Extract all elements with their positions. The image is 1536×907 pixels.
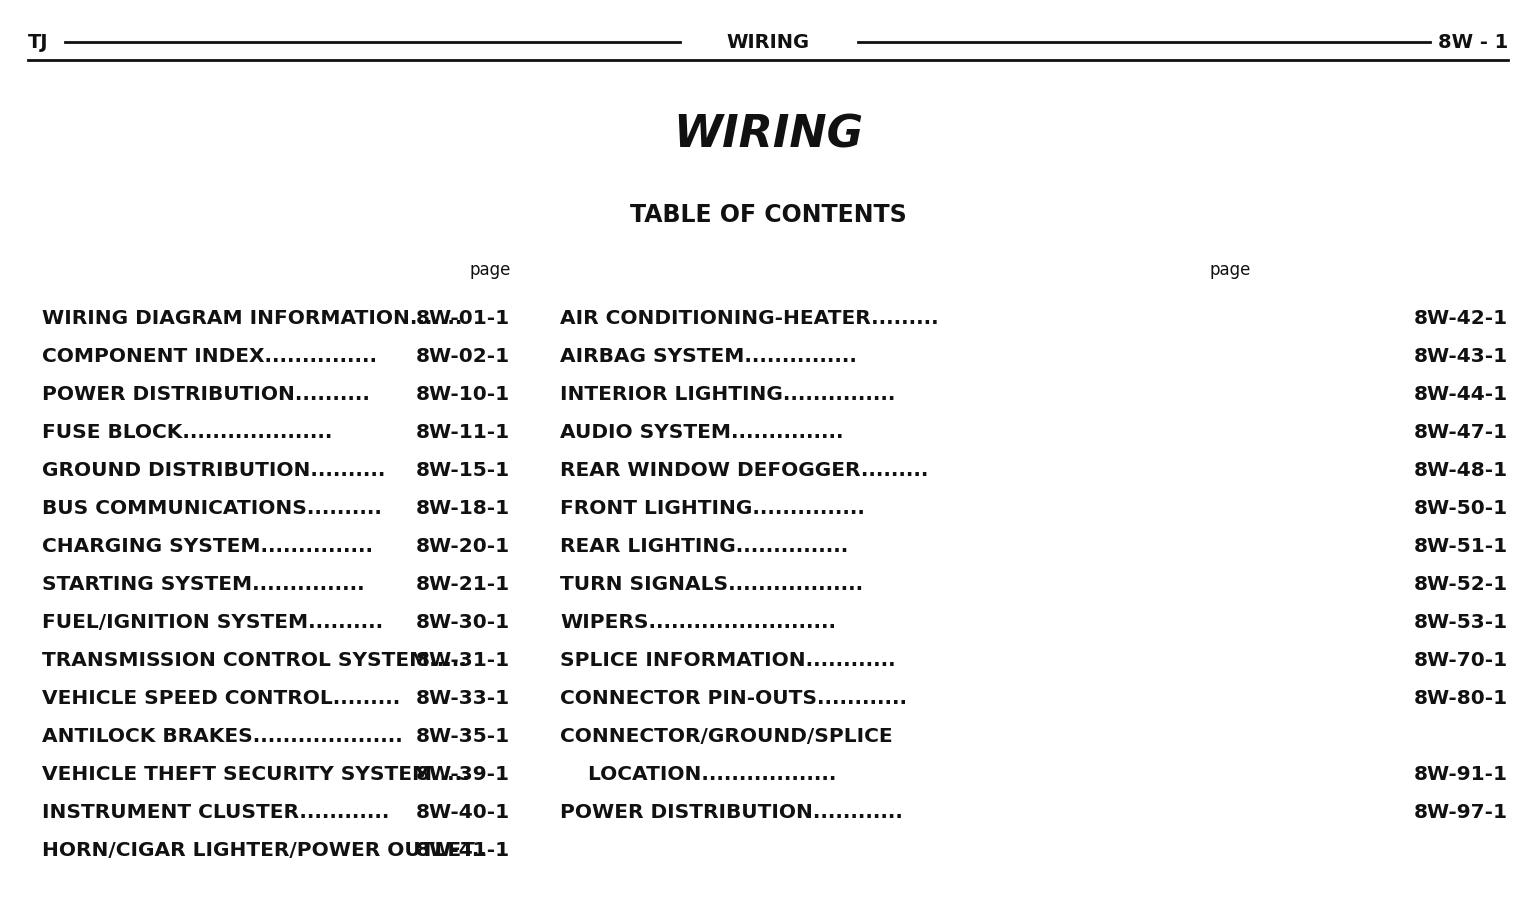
- Text: BUS COMMUNICATIONS..........: BUS COMMUNICATIONS..........: [41, 499, 382, 518]
- Text: AUDIO SYSTEM...............: AUDIO SYSTEM...............: [561, 423, 843, 442]
- Text: 8W-35-1: 8W-35-1: [416, 727, 510, 746]
- Text: 8W-11-1: 8W-11-1: [416, 423, 510, 442]
- Text: page: page: [470, 261, 510, 279]
- Text: INSTRUMENT CLUSTER............: INSTRUMENT CLUSTER............: [41, 803, 389, 822]
- Text: ANTILOCK BRAKES....................: ANTILOCK BRAKES....................: [41, 727, 402, 746]
- Text: AIRBAG SYSTEM...............: AIRBAG SYSTEM...............: [561, 346, 857, 366]
- Text: 8W-40-1: 8W-40-1: [416, 803, 510, 822]
- Text: 8W-18-1: 8W-18-1: [416, 499, 510, 518]
- Text: HORN/CIGAR LIGHTER/POWER OUTLET..: HORN/CIGAR LIGHTER/POWER OUTLET..: [41, 841, 487, 860]
- Text: TJ: TJ: [28, 33, 49, 52]
- Text: 8W-47-1: 8W-47-1: [1413, 423, 1508, 442]
- Text: REAR LIGHTING...............: REAR LIGHTING...............: [561, 537, 848, 555]
- Text: TABLE OF CONTENTS: TABLE OF CONTENTS: [630, 203, 906, 227]
- Text: 8W-48-1: 8W-48-1: [1413, 461, 1508, 480]
- Text: COMPONENT INDEX...............: COMPONENT INDEX...............: [41, 346, 376, 366]
- Text: 8W-21-1: 8W-21-1: [416, 574, 510, 593]
- Text: 8W-01-1: 8W-01-1: [416, 308, 510, 327]
- Text: CONNECTOR PIN-OUTS............: CONNECTOR PIN-OUTS............: [561, 688, 906, 707]
- Text: 8W-80-1: 8W-80-1: [1413, 688, 1508, 707]
- Text: 8W-10-1: 8W-10-1: [416, 385, 510, 404]
- Text: GROUND DISTRIBUTION..........: GROUND DISTRIBUTION..........: [41, 461, 386, 480]
- Text: 8W-91-1: 8W-91-1: [1415, 765, 1508, 784]
- Text: 8W-42-1: 8W-42-1: [1413, 308, 1508, 327]
- Text: 8W-15-1: 8W-15-1: [416, 461, 510, 480]
- Text: WIRING: WIRING: [673, 113, 863, 157]
- Text: 8W-52-1: 8W-52-1: [1413, 574, 1508, 593]
- Text: 8W-30-1: 8W-30-1: [416, 612, 510, 631]
- Text: CONNECTOR/GROUND/SPLICE: CONNECTOR/GROUND/SPLICE: [561, 727, 892, 746]
- Text: 8W-20-1: 8W-20-1: [416, 537, 510, 555]
- Text: 8W-50-1: 8W-50-1: [1413, 499, 1508, 518]
- Text: VEHICLE SPEED CONTROL.........: VEHICLE SPEED CONTROL.........: [41, 688, 401, 707]
- Text: REAR WINDOW DEFOGGER.........: REAR WINDOW DEFOGGER.........: [561, 461, 928, 480]
- Text: LOCATION..................: LOCATION..................: [561, 765, 837, 784]
- Text: CHARGING SYSTEM...............: CHARGING SYSTEM...............: [41, 537, 373, 555]
- Text: 8W-70-1: 8W-70-1: [1413, 650, 1508, 669]
- Text: WIRING: WIRING: [727, 33, 809, 52]
- Text: FRONT LIGHTING...............: FRONT LIGHTING...............: [561, 499, 865, 518]
- Text: POWER DISTRIBUTION............: POWER DISTRIBUTION............: [561, 803, 903, 822]
- Text: VEHICLE THEFT SECURITY SYSTEM.....: VEHICLE THEFT SECURITY SYSTEM.....: [41, 765, 470, 784]
- Text: 8W-97-1: 8W-97-1: [1415, 803, 1508, 822]
- Text: POWER DISTRIBUTION..........: POWER DISTRIBUTION..........: [41, 385, 370, 404]
- Text: 8W-41-1: 8W-41-1: [416, 841, 510, 860]
- Text: WIRING DIAGRAM INFORMATION.......: WIRING DIAGRAM INFORMATION.......: [41, 308, 462, 327]
- Text: 8W-53-1: 8W-53-1: [1413, 612, 1508, 631]
- Text: 8W-02-1: 8W-02-1: [416, 346, 510, 366]
- Text: FUEL/IGNITION SYSTEM..........: FUEL/IGNITION SYSTEM..........: [41, 612, 382, 631]
- Text: WIPERS.........................: WIPERS.........................: [561, 612, 836, 631]
- Text: TURN SIGNALS..................: TURN SIGNALS..................: [561, 574, 863, 593]
- Text: 8W - 1: 8W - 1: [1438, 33, 1508, 52]
- Text: FUSE BLOCK....................: FUSE BLOCK....................: [41, 423, 332, 442]
- Text: 8W-43-1: 8W-43-1: [1413, 346, 1508, 366]
- Text: 8W-39-1: 8W-39-1: [416, 765, 510, 784]
- Text: INTERIOR LIGHTING...............: INTERIOR LIGHTING...............: [561, 385, 895, 404]
- Text: STARTING SYSTEM...............: STARTING SYSTEM...............: [41, 574, 364, 593]
- Text: 8W-33-1: 8W-33-1: [416, 688, 510, 707]
- Text: TRANSMISSION CONTROL SYSTEM.....: TRANSMISSION CONTROL SYSTEM.....: [41, 650, 467, 669]
- Text: 8W-51-1: 8W-51-1: [1413, 537, 1508, 555]
- Text: SPLICE INFORMATION............: SPLICE INFORMATION............: [561, 650, 895, 669]
- Text: page: page: [1209, 261, 1250, 279]
- Text: 8W-44-1: 8W-44-1: [1413, 385, 1508, 404]
- Text: 8W-31-1: 8W-31-1: [416, 650, 510, 669]
- Text: AIR CONDITIONING-HEATER.........: AIR CONDITIONING-HEATER.........: [561, 308, 938, 327]
